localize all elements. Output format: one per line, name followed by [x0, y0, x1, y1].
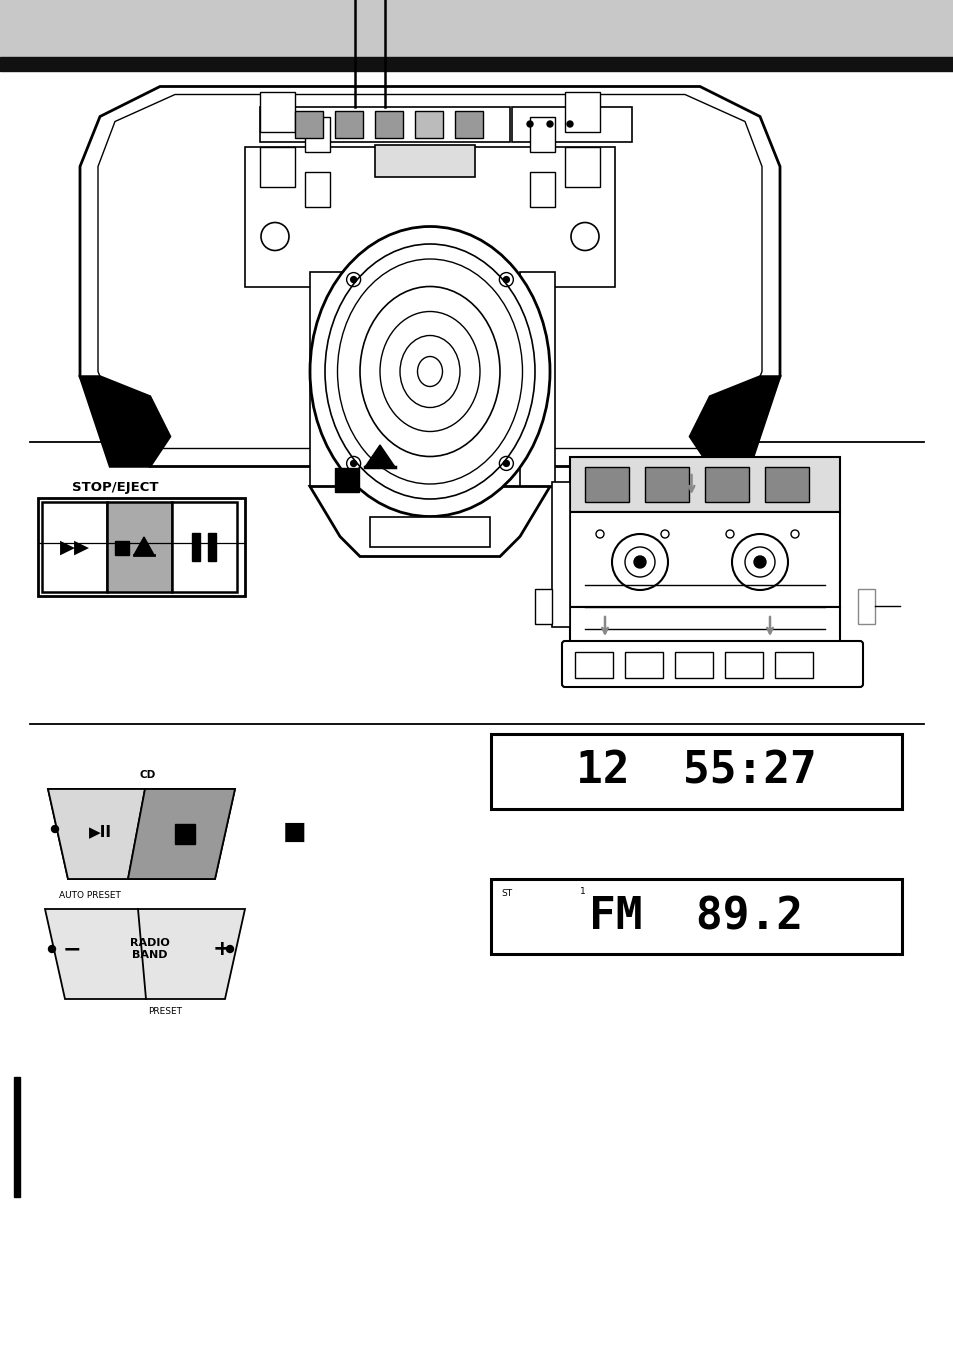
Bar — [857, 589, 874, 625]
Bar — [0, 0, 953, 57]
Circle shape — [566, 120, 573, 127]
Bar — [569, 457, 840, 512]
Bar — [512, 107, 631, 142]
Bar — [455, 111, 482, 138]
Circle shape — [526, 120, 533, 127]
Polygon shape — [48, 790, 234, 879]
Bar — [375, 145, 475, 177]
Text: RADIO
BAND: RADIO BAND — [130, 938, 170, 960]
Polygon shape — [80, 376, 170, 466]
Bar — [260, 146, 294, 187]
Bar — [0, 57, 953, 72]
Ellipse shape — [325, 243, 535, 499]
Bar — [42, 502, 107, 592]
Bar — [774, 652, 812, 677]
Bar — [335, 468, 358, 492]
Bar — [38, 498, 245, 596]
Polygon shape — [310, 487, 550, 557]
Circle shape — [226, 945, 233, 953]
Bar — [305, 172, 330, 207]
Bar — [569, 512, 840, 607]
Text: ■: ■ — [283, 821, 307, 844]
Ellipse shape — [310, 227, 550, 516]
Bar — [209, 533, 216, 561]
Polygon shape — [128, 790, 234, 879]
Bar — [530, 116, 555, 151]
Circle shape — [503, 277, 509, 283]
Text: ▶II: ▶II — [89, 825, 112, 840]
Polygon shape — [365, 445, 395, 466]
Text: AUTO PRESET: AUTO PRESET — [59, 891, 121, 900]
Bar — [491, 734, 901, 808]
Bar — [530, 172, 555, 207]
Text: ▶▶: ▶▶ — [59, 538, 90, 557]
Bar — [569, 607, 840, 644]
Polygon shape — [48, 790, 145, 879]
Bar — [370, 516, 490, 546]
Circle shape — [546, 120, 553, 127]
Bar — [552, 483, 569, 627]
FancyBboxPatch shape — [561, 641, 862, 687]
Bar — [564, 92, 599, 131]
Bar — [14, 1078, 20, 1197]
Bar — [335, 111, 363, 138]
Text: FM  89.2: FM 89.2 — [589, 895, 802, 938]
Bar — [644, 466, 688, 502]
Bar — [174, 823, 194, 844]
Polygon shape — [133, 537, 153, 556]
Text: +: + — [213, 940, 231, 959]
Bar — [193, 533, 200, 561]
Ellipse shape — [379, 311, 479, 431]
Bar — [245, 146, 615, 287]
Ellipse shape — [359, 287, 499, 457]
Bar — [310, 272, 345, 487]
Text: 1: 1 — [579, 887, 585, 896]
Circle shape — [634, 556, 645, 568]
Text: STOP/EJECT: STOP/EJECT — [71, 480, 158, 493]
Bar — [172, 502, 236, 592]
Bar — [535, 589, 552, 625]
Ellipse shape — [399, 335, 459, 407]
Ellipse shape — [417, 357, 442, 387]
Bar — [764, 466, 808, 502]
Bar — [575, 652, 613, 677]
Polygon shape — [80, 87, 780, 466]
Bar — [260, 107, 510, 142]
Bar — [584, 466, 628, 502]
Bar — [115, 541, 129, 556]
Circle shape — [351, 461, 356, 466]
Bar — [294, 111, 323, 138]
Text: CD: CD — [140, 771, 156, 780]
Bar — [491, 879, 901, 955]
Circle shape — [51, 826, 58, 833]
Bar — [624, 652, 662, 677]
Bar — [375, 111, 402, 138]
Circle shape — [503, 461, 509, 466]
Text: −: − — [63, 940, 81, 959]
Bar — [704, 466, 748, 502]
Ellipse shape — [337, 260, 522, 484]
Polygon shape — [45, 909, 245, 999]
Bar — [564, 146, 599, 187]
Bar — [724, 652, 762, 677]
Bar — [260, 92, 294, 131]
Bar — [107, 502, 172, 592]
Bar — [675, 652, 712, 677]
Circle shape — [49, 945, 55, 953]
Polygon shape — [689, 376, 780, 466]
Text: 12  55:27: 12 55:27 — [576, 750, 816, 794]
Bar — [305, 116, 330, 151]
Text: ST: ST — [501, 890, 513, 899]
Circle shape — [351, 277, 356, 283]
Bar — [415, 111, 442, 138]
Polygon shape — [98, 95, 761, 449]
Bar — [519, 272, 555, 487]
Circle shape — [753, 556, 765, 568]
Text: PRESET: PRESET — [148, 1007, 182, 1017]
